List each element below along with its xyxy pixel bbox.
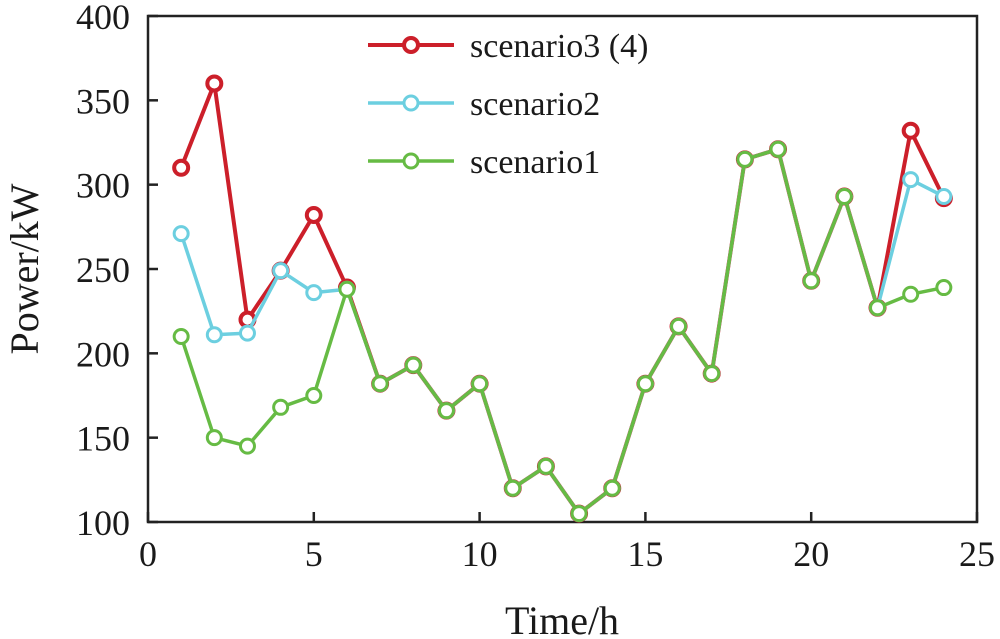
x-tick-label: 0 — [139, 534, 157, 574]
data-point — [272, 262, 290, 280]
data-point — [205, 429, 223, 447]
data-point — [835, 187, 853, 205]
data-point — [902, 171, 920, 189]
data-point — [437, 402, 455, 420]
data-point — [371, 375, 389, 393]
legend-label: scenario3 (4) — [470, 28, 648, 65]
x-tick-label: 20 — [793, 534, 829, 574]
data-point — [471, 375, 489, 393]
x-tick-label: 5 — [305, 534, 323, 574]
data-point — [305, 387, 323, 404]
data-point — [404, 356, 422, 374]
data-point — [570, 505, 588, 523]
data-point — [338, 280, 356, 298]
legend-label: scenario2 — [470, 86, 600, 123]
y-tick-label: 250 — [76, 250, 130, 290]
legend-marker — [402, 152, 420, 170]
data-point — [205, 74, 224, 93]
y-axis-ticks: 100 150 200 250 300 350 400 — [76, 0, 158, 543]
x-tick-label: 25 — [959, 534, 995, 574]
data-point — [935, 187, 953, 205]
data-point — [238, 437, 256, 455]
x-tick-label: 15 — [627, 534, 663, 574]
data-point — [703, 365, 721, 383]
data-point — [238, 324, 256, 342]
legend-marker — [402, 94, 420, 112]
y-tick-label: 350 — [76, 81, 130, 121]
data-point — [272, 398, 290, 416]
data-point — [636, 375, 654, 393]
data-point — [769, 140, 787, 158]
data-point — [172, 158, 191, 177]
series-line — [179, 147, 945, 516]
y-tick-label: 400 — [76, 0, 130, 37]
legend-marker — [402, 36, 420, 54]
data-point — [205, 326, 223, 344]
y-axis-label: Power/kW — [2, 183, 47, 354]
legend-label: scenario1 — [470, 144, 600, 181]
legend: scenario3 (4) scenario2 scenario1 — [368, 28, 648, 181]
data-point — [305, 284, 323, 302]
data-point — [869, 299, 887, 317]
series-3 — [172, 140, 953, 523]
y-tick-label: 100 — [76, 503, 130, 543]
data-point — [504, 479, 522, 497]
data-point — [603, 479, 621, 497]
data-point — [902, 285, 920, 303]
data-point — [172, 225, 190, 243]
series-2 — [172, 140, 953, 523]
series-layer — [172, 74, 953, 523]
data-point — [935, 279, 953, 297]
data-point — [537, 457, 555, 475]
data-point — [736, 150, 754, 168]
series-line — [179, 147, 945, 516]
data-point — [802, 272, 820, 290]
x-axis-label: Time/h — [505, 598, 619, 639]
data-point — [670, 317, 688, 335]
y-tick-label: 300 — [76, 166, 130, 206]
data-point — [304, 206, 323, 225]
data-point — [901, 121, 920, 140]
y-tick-label: 150 — [76, 419, 130, 459]
y-tick-label: 200 — [76, 334, 130, 374]
data-point — [172, 327, 190, 345]
x-tick-label: 10 — [462, 534, 498, 574]
x-axis-ticks: 0 5 10 15 20 25 — [139, 512, 995, 574]
